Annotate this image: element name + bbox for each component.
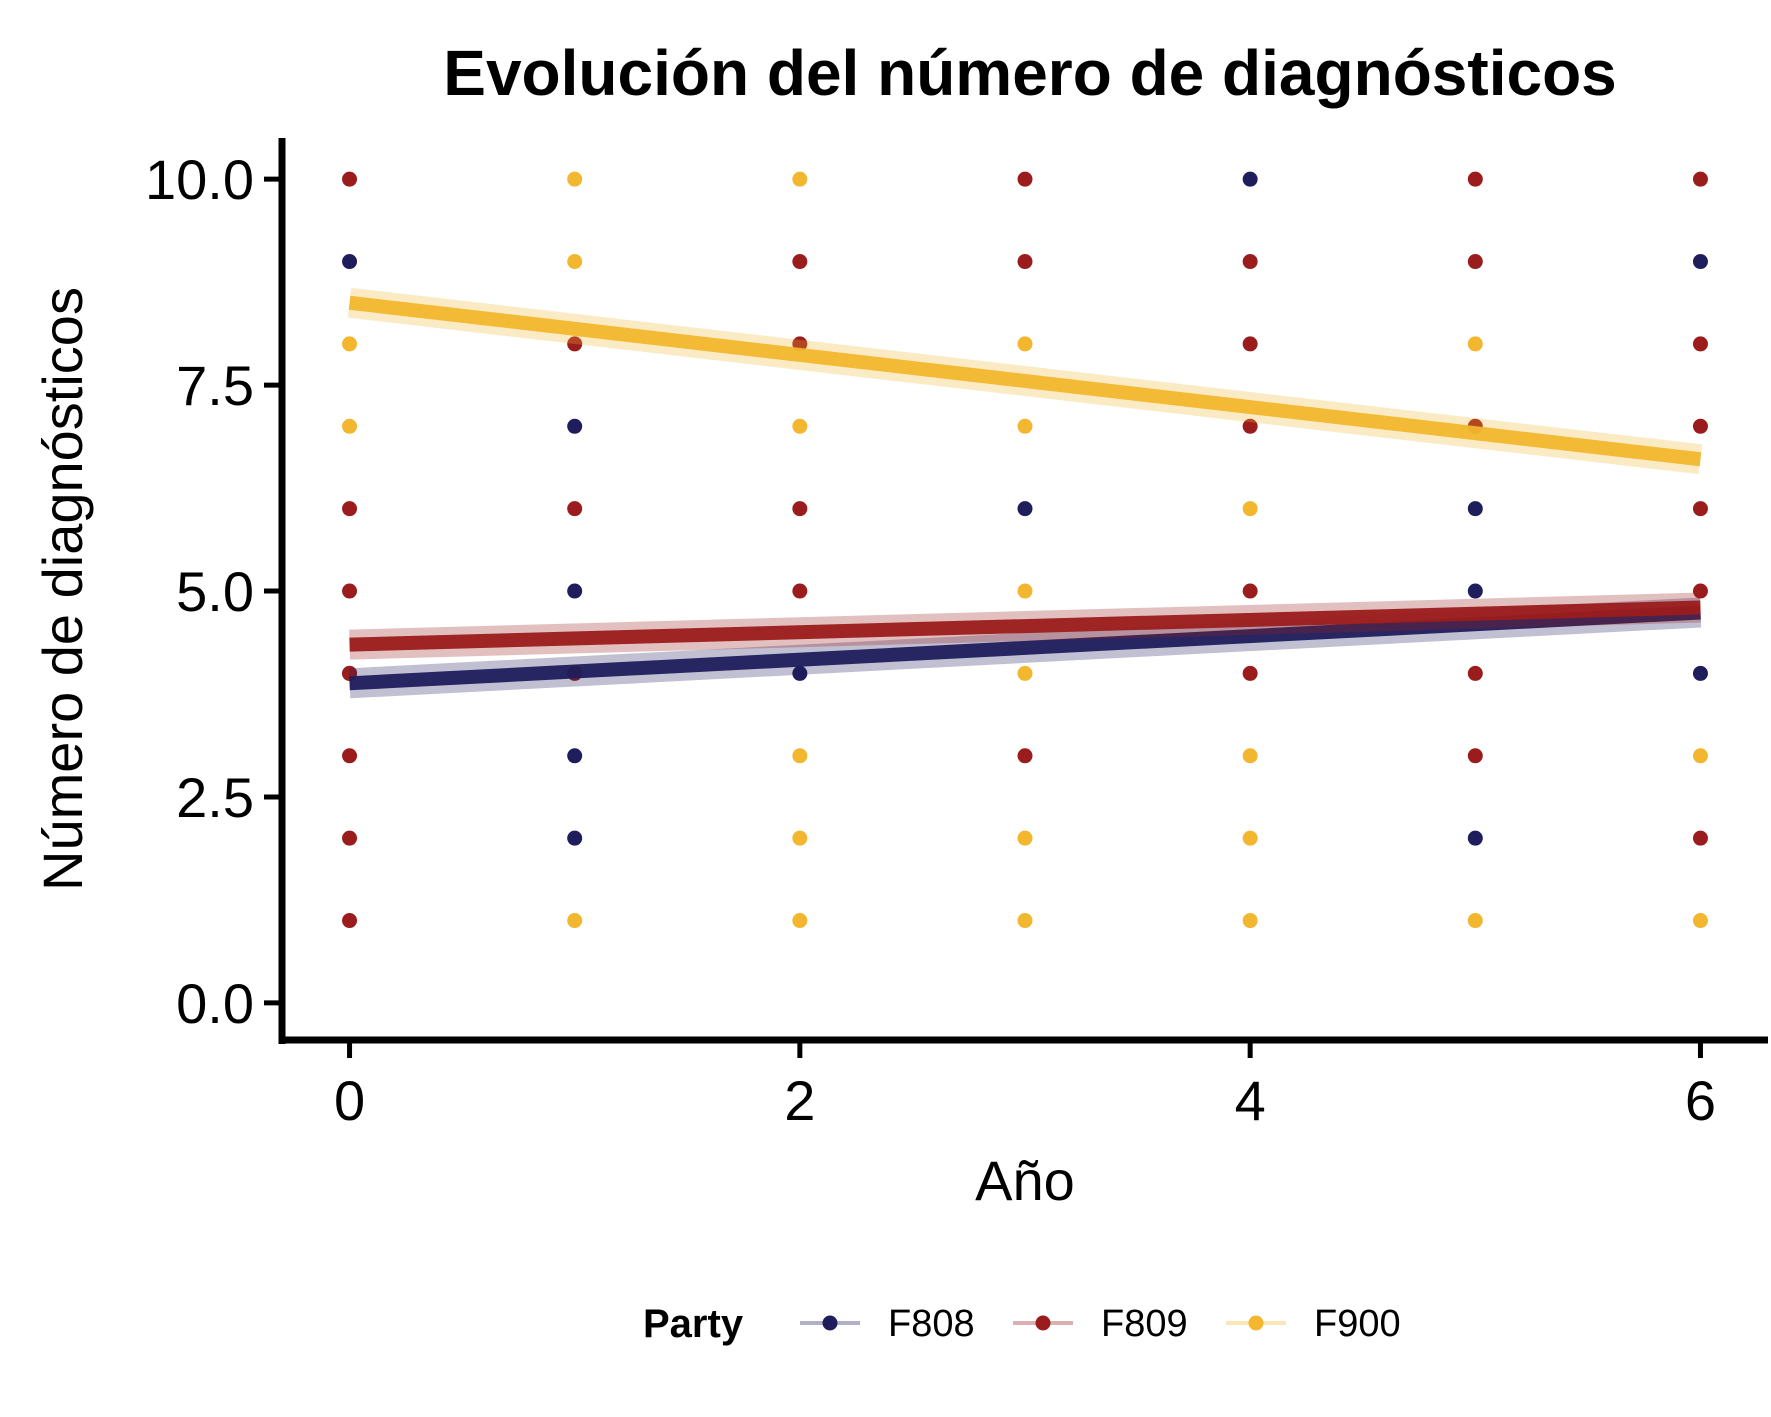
data-point bbox=[1242, 830, 1258, 846]
data-point bbox=[1242, 171, 1258, 187]
data-point bbox=[342, 748, 358, 764]
legend-key-point bbox=[1248, 1315, 1264, 1331]
data-point bbox=[1017, 665, 1033, 681]
data-point bbox=[1467, 501, 1483, 517]
data-point bbox=[792, 748, 808, 764]
trend-line bbox=[348, 295, 1702, 467]
x-tick-label: 0 bbox=[334, 1069, 365, 1132]
data-point bbox=[1017, 254, 1033, 270]
y-tick-label: 5.0 bbox=[176, 560, 254, 623]
data-point bbox=[567, 748, 583, 764]
data-point bbox=[342, 336, 358, 352]
data-point bbox=[1467, 748, 1483, 764]
data-point bbox=[342, 418, 358, 434]
data-point bbox=[1692, 830, 1708, 846]
data-point bbox=[567, 336, 583, 352]
data-point bbox=[792, 254, 808, 270]
data-point bbox=[792, 418, 808, 434]
plot-area bbox=[342, 171, 1708, 929]
data-point bbox=[567, 418, 583, 434]
series-trend-F900 bbox=[347, 287, 1703, 475]
data-point bbox=[567, 254, 583, 270]
series-points-F809 bbox=[342, 171, 1708, 929]
series-trend-F809 bbox=[349, 592, 1701, 660]
data-point bbox=[792, 830, 808, 846]
data-point bbox=[1242, 583, 1258, 599]
data-point bbox=[1467, 913, 1483, 929]
data-point bbox=[1242, 418, 1258, 434]
data-point bbox=[1242, 665, 1258, 681]
data-point bbox=[1017, 583, 1033, 599]
series-trend-F808 bbox=[348, 597, 1702, 699]
series-points-F900 bbox=[342, 171, 1708, 929]
legend-label-F900: F900 bbox=[1314, 1303, 1401, 1345]
data-point bbox=[792, 913, 808, 929]
data-point bbox=[342, 830, 358, 846]
data-point bbox=[1692, 913, 1708, 929]
y-tick-label: 0.0 bbox=[176, 972, 254, 1035]
data-point bbox=[1692, 418, 1708, 434]
axes: 0.0 2.5 5.0 7.5 10.0 0 2 4 6 bbox=[145, 148, 1716, 1132]
x-tick-label: 2 bbox=[784, 1069, 815, 1132]
legend-key-point bbox=[1035, 1315, 1051, 1331]
data-point bbox=[1467, 254, 1483, 270]
data-point bbox=[1692, 336, 1708, 352]
data-point bbox=[1017, 171, 1033, 187]
legend-key-point bbox=[822, 1315, 838, 1331]
data-point bbox=[567, 171, 583, 187]
data-point bbox=[567, 583, 583, 599]
data-point bbox=[1692, 748, 1708, 764]
data-point bbox=[1467, 583, 1483, 599]
data-point bbox=[1467, 336, 1483, 352]
data-point bbox=[567, 830, 583, 846]
legend: Party F808 F809 F900 bbox=[643, 1302, 1401, 1346]
data-point bbox=[1692, 501, 1708, 517]
data-point bbox=[1017, 501, 1033, 517]
data-point bbox=[1467, 171, 1483, 187]
data-point bbox=[792, 501, 808, 517]
data-point bbox=[1692, 171, 1708, 187]
data-point bbox=[792, 665, 808, 681]
data-point bbox=[1017, 913, 1033, 929]
data-point bbox=[1242, 254, 1258, 270]
y-tick-label: 2.5 bbox=[176, 766, 254, 829]
data-point bbox=[567, 913, 583, 929]
trend-line bbox=[349, 600, 1701, 652]
legend-label-F808: F808 bbox=[888, 1303, 975, 1345]
data-point bbox=[567, 501, 583, 517]
data-point bbox=[792, 171, 808, 187]
data-point bbox=[342, 254, 358, 270]
y-tick-label: 7.5 bbox=[176, 354, 254, 417]
data-point bbox=[792, 583, 808, 599]
y-tick-label: 10.0 bbox=[145, 148, 254, 211]
legend-label-F809: F809 bbox=[1101, 1303, 1188, 1345]
data-point bbox=[1692, 583, 1708, 599]
data-point bbox=[1017, 748, 1033, 764]
x-axis-title: Año bbox=[975, 1149, 1075, 1212]
data-point bbox=[1692, 665, 1708, 681]
data-point bbox=[342, 913, 358, 929]
data-point bbox=[1467, 665, 1483, 681]
data-point bbox=[1242, 336, 1258, 352]
x-tick-label: 6 bbox=[1685, 1069, 1716, 1132]
data-point bbox=[1017, 418, 1033, 434]
data-point bbox=[1017, 336, 1033, 352]
data-point bbox=[1242, 748, 1258, 764]
data-point bbox=[1467, 830, 1483, 846]
series-points-F808 bbox=[342, 171, 1708, 846]
data-point bbox=[342, 501, 358, 517]
trend-line bbox=[349, 605, 1701, 691]
data-point bbox=[342, 583, 358, 599]
data-point bbox=[1242, 501, 1258, 517]
data-point bbox=[1242, 913, 1258, 929]
x-tick-label: 4 bbox=[1235, 1069, 1266, 1132]
y-axis-title: Número de diagnósticos bbox=[31, 287, 94, 891]
legend-title: Party bbox=[643, 1302, 744, 1346]
data-point bbox=[342, 171, 358, 187]
data-point bbox=[1692, 254, 1708, 270]
data-point bbox=[1017, 830, 1033, 846]
chart-title: Evolución del número de diagnósticos bbox=[443, 37, 1617, 109]
